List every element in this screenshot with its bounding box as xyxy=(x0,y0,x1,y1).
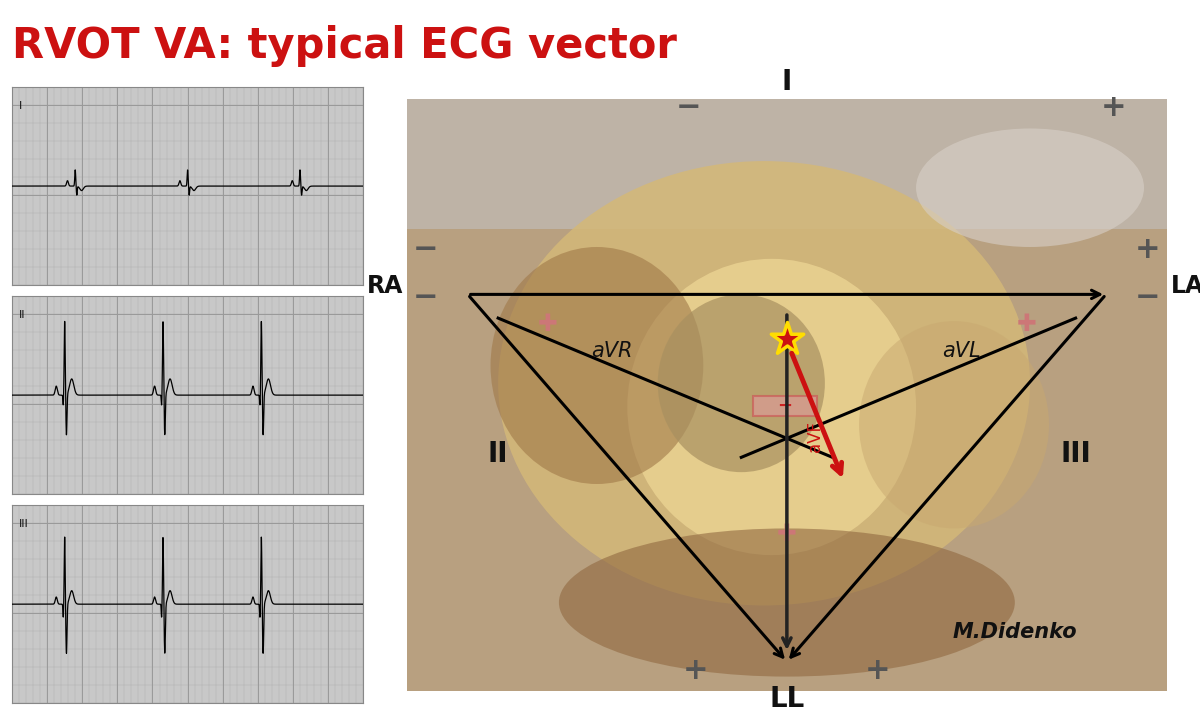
Text: III: III xyxy=(19,519,29,529)
Bar xyxy=(752,397,817,416)
Ellipse shape xyxy=(859,321,1049,529)
Text: −: − xyxy=(413,236,439,265)
Text: ✚: ✚ xyxy=(1016,312,1036,336)
Ellipse shape xyxy=(491,247,703,484)
Text: aVF: aVF xyxy=(806,421,824,452)
Text: II: II xyxy=(488,440,509,468)
Text: +: + xyxy=(683,656,708,685)
Text: +: + xyxy=(865,656,890,685)
Text: I: I xyxy=(781,68,792,96)
Text: ✚: ✚ xyxy=(778,523,797,547)
Text: aVR: aVR xyxy=(592,341,632,360)
Ellipse shape xyxy=(498,161,1030,605)
Text: ✚: ✚ xyxy=(538,312,558,336)
Text: +: + xyxy=(1135,236,1160,265)
Text: −: − xyxy=(413,283,439,312)
Ellipse shape xyxy=(916,128,1144,247)
Text: RVOT VA: typical ECG vector: RVOT VA: typical ECG vector xyxy=(12,25,677,67)
Text: −: − xyxy=(1135,283,1160,312)
Point xyxy=(778,333,797,344)
Text: −: − xyxy=(778,397,792,415)
Text: +: + xyxy=(1100,94,1127,123)
Text: I: I xyxy=(19,101,23,111)
Text: II: II xyxy=(19,310,25,320)
Text: M.Didenko: M.Didenko xyxy=(953,622,1078,642)
Ellipse shape xyxy=(658,294,824,472)
Text: LL: LL xyxy=(769,685,804,713)
Text: −: − xyxy=(676,94,701,123)
Text: III: III xyxy=(1061,440,1091,468)
Ellipse shape xyxy=(628,259,916,555)
Ellipse shape xyxy=(559,529,1015,676)
Text: LA: LA xyxy=(1171,273,1200,297)
Text: RA: RA xyxy=(367,273,403,297)
Bar xyxy=(407,99,1166,229)
Text: aVL: aVL xyxy=(942,341,980,360)
